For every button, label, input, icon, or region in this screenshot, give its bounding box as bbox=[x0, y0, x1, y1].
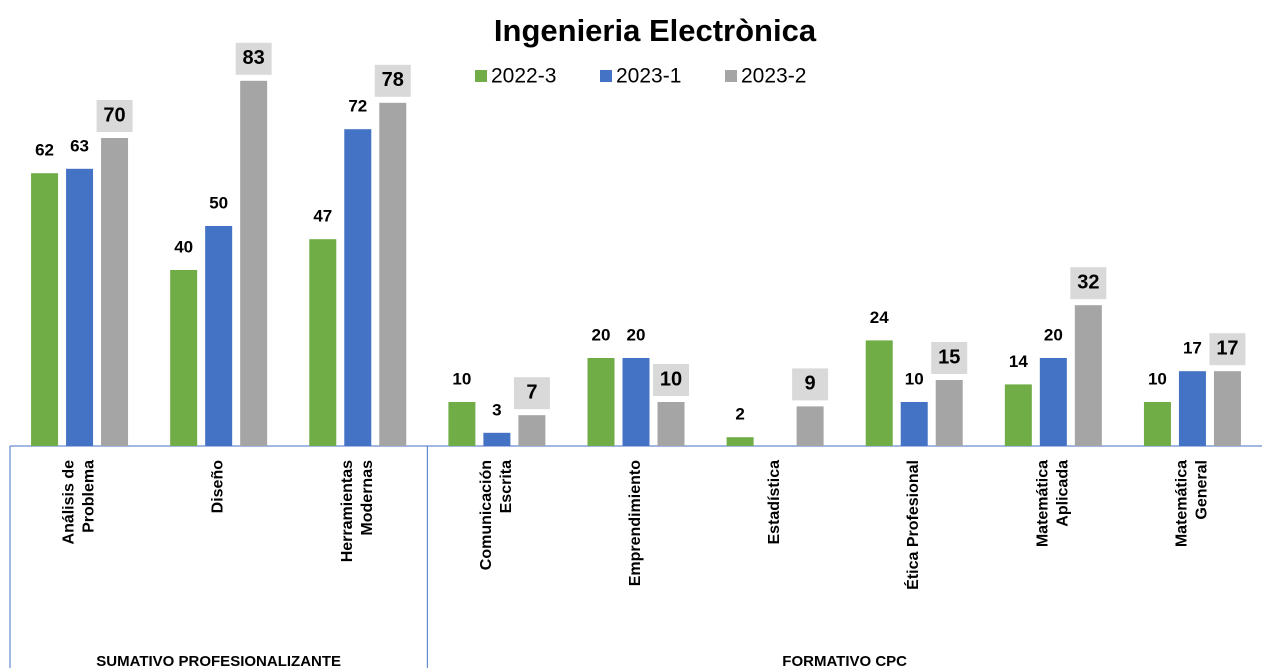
bar bbox=[1213, 371, 1241, 446]
x-tick-label: Herramientas Modernas bbox=[339, 460, 376, 562]
value-label: 70 bbox=[103, 104, 125, 126]
value-label: 20 bbox=[592, 325, 611, 344]
value-label: 24 bbox=[870, 308, 889, 327]
value-label-box bbox=[1070, 267, 1107, 300]
value-label: 17 bbox=[1183, 339, 1202, 358]
bar bbox=[796, 406, 824, 446]
value-label: 40 bbox=[174, 237, 193, 256]
value-label: 50 bbox=[209, 193, 228, 212]
bar bbox=[1004, 384, 1032, 446]
bar bbox=[865, 340, 893, 446]
bar bbox=[1178, 371, 1206, 446]
x-tick-label: Matemática General bbox=[1174, 460, 1211, 547]
value-label-box bbox=[653, 364, 689, 396]
bar bbox=[622, 358, 650, 446]
bar bbox=[1074, 305, 1102, 446]
value-label-box bbox=[374, 64, 411, 97]
value-label: 72 bbox=[348, 97, 367, 116]
bar bbox=[1039, 358, 1067, 446]
bar bbox=[309, 239, 337, 446]
x-tick-label: Análisis de Problema bbox=[61, 460, 98, 545]
value-label: 83 bbox=[243, 47, 265, 69]
legend-label: 2022-3 bbox=[491, 65, 556, 88]
bar bbox=[657, 402, 685, 446]
value-label: 20 bbox=[627, 325, 646, 344]
value-label-box bbox=[513, 377, 550, 410]
bar bbox=[170, 270, 198, 446]
value-label: 62 bbox=[35, 141, 54, 160]
value-label: 3 bbox=[492, 400, 501, 419]
value-label-box bbox=[96, 100, 133, 132]
value-label-box bbox=[235, 42, 272, 75]
value-label: 15 bbox=[938, 346, 960, 368]
value-label: 7 bbox=[526, 381, 537, 403]
legend-swatch bbox=[600, 70, 612, 82]
value-label: 10 bbox=[660, 368, 682, 390]
legend-swatch bbox=[725, 70, 737, 82]
value-label: 20 bbox=[1044, 325, 1063, 344]
value-label-box bbox=[1209, 333, 1246, 366]
bar bbox=[240, 80, 268, 447]
group-label: FORMATIVO CPC bbox=[782, 653, 907, 668]
x-tick-label: Comunicación Escrita bbox=[478, 460, 515, 570]
legend-label: 2023-1 bbox=[616, 65, 681, 88]
x-tick-label: Estadística bbox=[766, 460, 783, 545]
value-label: 32 bbox=[1077, 271, 1099, 293]
value-label: 78 bbox=[382, 69, 404, 91]
bar bbox=[66, 168, 94, 447]
x-tick-label: Ética Profesional bbox=[903, 460, 922, 590]
bar bbox=[900, 402, 928, 446]
bar bbox=[935, 380, 963, 446]
bar bbox=[587, 358, 615, 446]
bar bbox=[518, 415, 546, 446]
value-label: 2 bbox=[735, 405, 744, 424]
x-tick-label: Matemática Aplicada bbox=[1035, 460, 1072, 547]
value-label: 47 bbox=[313, 207, 332, 226]
value-label: 10 bbox=[1148, 369, 1167, 388]
value-label: 63 bbox=[70, 136, 89, 155]
chart-title: Ingenieria Electrònica bbox=[494, 13, 817, 48]
value-label: 10 bbox=[905, 369, 924, 388]
value-label-box bbox=[792, 368, 829, 401]
bar bbox=[448, 402, 476, 446]
bar bbox=[483, 432, 511, 446]
x-tick-label: Diseño bbox=[210, 460, 227, 514]
legend-swatch bbox=[475, 70, 487, 82]
bar bbox=[205, 226, 233, 446]
value-label: 17 bbox=[1216, 337, 1238, 359]
bar bbox=[379, 102, 407, 447]
bar bbox=[726, 437, 754, 446]
value-label: 9 bbox=[805, 373, 816, 395]
bar bbox=[101, 138, 129, 446]
legend-label: 2023-2 bbox=[741, 65, 806, 88]
value-label-box bbox=[931, 342, 968, 374]
bar bbox=[344, 129, 372, 446]
bar bbox=[31, 173, 59, 446]
group-label: SUMATIVO PROFESIONALIZANTE bbox=[96, 653, 341, 668]
x-tick-label: Emprendimiento bbox=[627, 460, 644, 586]
bar bbox=[1143, 402, 1171, 446]
value-label: 10 bbox=[452, 369, 471, 388]
value-label: 14 bbox=[1009, 352, 1028, 371]
